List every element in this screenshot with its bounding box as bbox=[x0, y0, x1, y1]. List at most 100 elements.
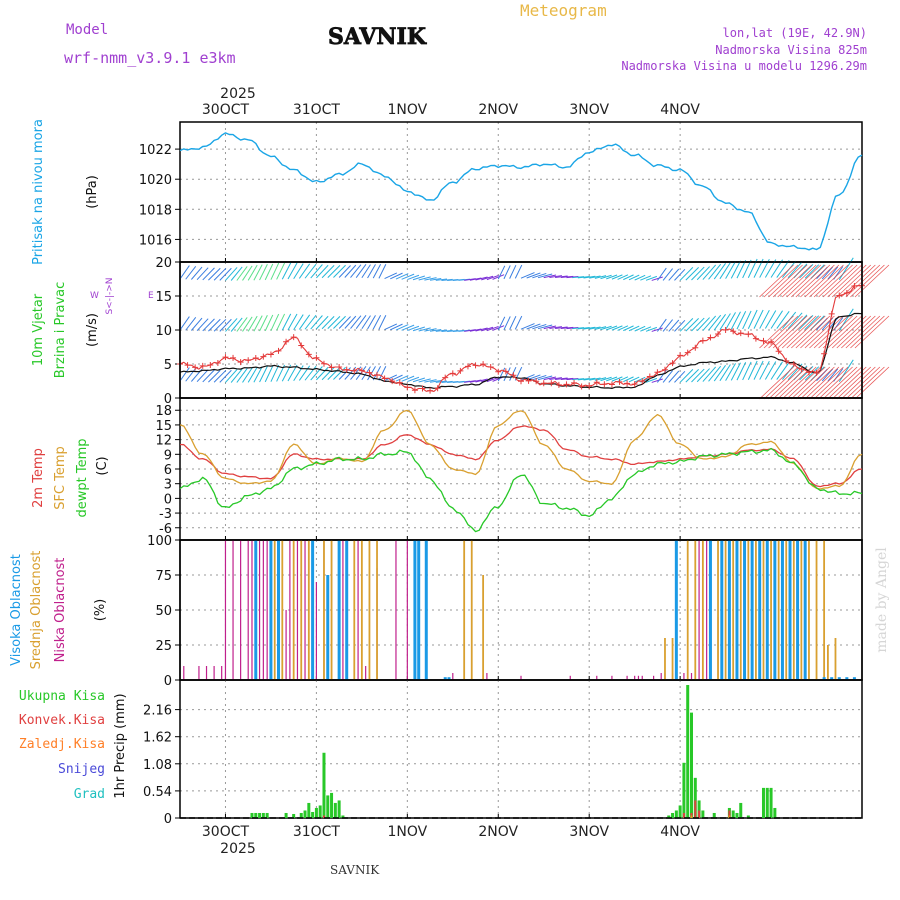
gust-marker bbox=[260, 353, 267, 360]
cloud-series-visoka bbox=[254, 540, 856, 680]
wind-barb bbox=[708, 365, 722, 382]
precip-bar bbox=[322, 752, 326, 818]
cloud-unit: (%) bbox=[93, 599, 108, 622]
wind-barb bbox=[679, 318, 694, 332]
wind-barb-strong bbox=[827, 264, 862, 298]
gust-marker bbox=[843, 289, 850, 296]
cloud-bar bbox=[796, 540, 800, 680]
wind-barb bbox=[435, 329, 448, 332]
station-title: SAVNIK bbox=[328, 24, 427, 50]
wind-barb bbox=[412, 275, 425, 281]
wind-barb-strong bbox=[791, 264, 826, 298]
temp-ylabel-title3: dewpt Temp bbox=[75, 438, 90, 517]
cloud-bar bbox=[289, 540, 291, 680]
cloud-bar bbox=[777, 540, 780, 680]
wind-barb bbox=[668, 370, 680, 383]
cloud-bar bbox=[357, 540, 359, 680]
wind-barb-strong bbox=[831, 315, 867, 349]
top-day-1nov: 1NOV bbox=[387, 102, 427, 118]
cloud-bar bbox=[311, 540, 315, 680]
wind-barb bbox=[333, 264, 346, 278]
cloud-bar bbox=[307, 540, 310, 680]
wind-barb-strong bbox=[809, 264, 844, 298]
wind-barb bbox=[702, 366, 717, 382]
precip-bar bbox=[258, 812, 262, 818]
gust-marker bbox=[624, 380, 631, 387]
wind-barb bbox=[418, 378, 431, 383]
cloud-bar bbox=[240, 540, 242, 680]
year-top: 2025 bbox=[220, 86, 256, 102]
wind-barb bbox=[691, 368, 705, 383]
gust-marker bbox=[358, 367, 365, 374]
gust-marker bbox=[813, 369, 820, 376]
cloud-bar bbox=[683, 673, 685, 680]
gust-marker bbox=[464, 363, 471, 370]
gust-marker bbox=[427, 387, 434, 394]
wind-barb-strong bbox=[854, 264, 890, 298]
wind-barb bbox=[264, 314, 274, 332]
cloud-bar bbox=[770, 540, 772, 680]
precip-bar bbox=[769, 787, 773, 818]
wind-barb bbox=[310, 315, 323, 330]
gust-marker bbox=[692, 344, 699, 351]
wind-barb bbox=[253, 366, 263, 383]
cloud-bar bbox=[266, 540, 268, 680]
cloud-bar bbox=[281, 540, 284, 680]
cloud-bar bbox=[837, 677, 841, 680]
wind-barb bbox=[316, 366, 329, 381]
wind-barb bbox=[759, 309, 770, 329]
wind-barb bbox=[407, 376, 420, 383]
wind-barb bbox=[742, 310, 752, 330]
wind-barb bbox=[441, 278, 453, 281]
cloud-bar bbox=[486, 673, 488, 680]
wind-barb bbox=[560, 377, 574, 381]
wind-barb bbox=[242, 265, 253, 281]
wind-barb bbox=[617, 325, 629, 331]
legend-grad: Grad bbox=[74, 787, 105, 802]
wind-barb bbox=[247, 315, 258, 332]
wind-barb bbox=[662, 319, 673, 332]
cloud-bar bbox=[269, 540, 273, 680]
wind-barb bbox=[293, 365, 304, 381]
gust-marker bbox=[578, 383, 585, 390]
cloud-bar bbox=[727, 540, 731, 680]
wind-barb bbox=[230, 317, 243, 332]
cloud-bar bbox=[664, 638, 666, 680]
gust-marker bbox=[775, 348, 782, 355]
wind-barb bbox=[219, 318, 232, 332]
wind-barb-strong bbox=[818, 315, 853, 349]
wind-barb bbox=[259, 264, 268, 281]
cloud-series-srednja bbox=[273, 540, 837, 680]
wind-barb bbox=[497, 265, 506, 280]
ytick-label: 6 bbox=[164, 463, 172, 478]
wind-barb bbox=[623, 325, 634, 332]
cloud-bar bbox=[254, 540, 258, 680]
wind-barb bbox=[708, 314, 722, 331]
wind-barb bbox=[208, 318, 221, 332]
wind-barb-strong bbox=[759, 315, 794, 349]
gust-marker bbox=[707, 334, 714, 341]
gust-marker bbox=[631, 381, 638, 388]
cloud-bar bbox=[701, 540, 704, 680]
wind-barb bbox=[475, 378, 488, 383]
gust-marker bbox=[230, 354, 237, 361]
gust-marker bbox=[851, 282, 858, 289]
wind-barb-strong bbox=[800, 366, 835, 400]
wind-barb bbox=[384, 323, 398, 331]
precip-bar bbox=[337, 800, 341, 818]
cloud-bar bbox=[765, 540, 769, 680]
wind-barb bbox=[606, 274, 618, 280]
wind-barb bbox=[321, 265, 335, 279]
precip-bar bbox=[761, 787, 765, 818]
wind-barb bbox=[776, 362, 790, 380]
wind-barb bbox=[327, 265, 341, 278]
cloud-bar bbox=[326, 575, 330, 680]
gust-marker bbox=[298, 342, 305, 349]
temp-title: 2m Temp SFC Temp dewpt Temp (C) bbox=[31, 438, 110, 517]
cloud-bar bbox=[345, 540, 349, 680]
wind-barb bbox=[747, 360, 758, 380]
precip-bar bbox=[746, 815, 750, 818]
wind-barb bbox=[464, 278, 476, 281]
gust-marker bbox=[555, 381, 562, 388]
wind-barb bbox=[185, 266, 197, 280]
